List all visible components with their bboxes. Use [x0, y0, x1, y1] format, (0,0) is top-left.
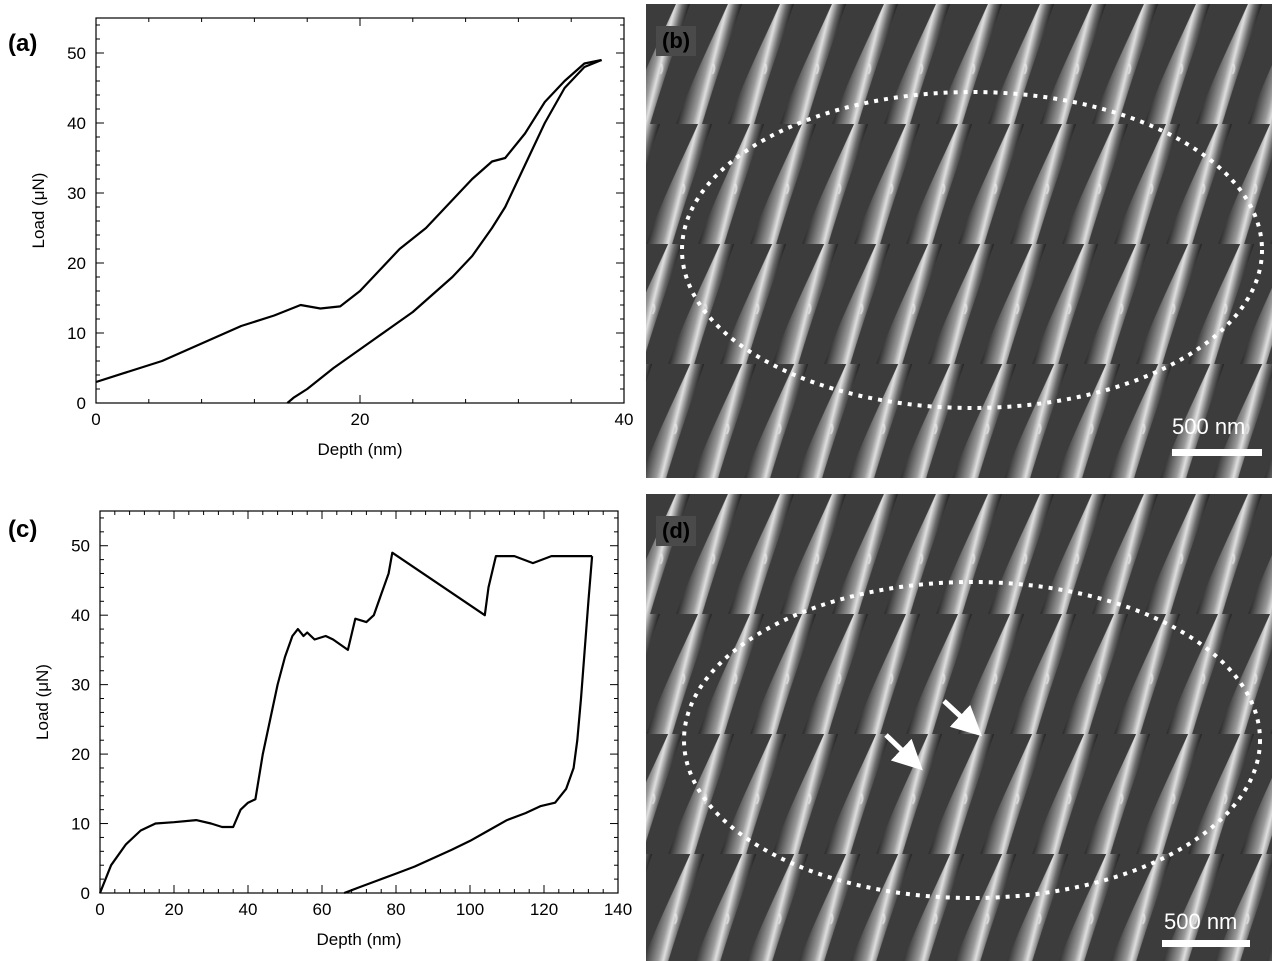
scalebar-label-d: 500 nm [1164, 909, 1238, 934]
x-tick-label: 20 [351, 410, 370, 429]
y-tick-label: 40 [71, 606, 90, 625]
x-tick-label: 0 [95, 900, 104, 919]
x-tick-label: 0 [91, 410, 100, 429]
x-tick-label: 80 [387, 900, 406, 919]
highlight-ellipse-d [682, 580, 1262, 900]
scalebar-b [1172, 449, 1262, 456]
series-line-2 [343, 556, 594, 895]
y-tick-label: 10 [71, 815, 90, 834]
nanopillar-texture-b [646, 4, 1272, 478]
scalebar-d [1162, 940, 1250, 947]
sem-image-b: (b) 500 nm [646, 4, 1272, 478]
panel-label-a: (a) [8, 30, 38, 57]
scalebar-label-b: 500 nm [1172, 414, 1246, 439]
y-tick-label: 0 [81, 884, 90, 903]
highlight-ellipse-b [680, 90, 1264, 410]
sem-image-d: (d) 500 nm [646, 494, 1272, 961]
y-tick-label: 30 [71, 676, 90, 695]
x-tick-label: 60 [313, 900, 332, 919]
x-tick-label: 40 [615, 410, 634, 429]
nanopillar-texture-d [646, 494, 1272, 961]
plot-frame [99, 510, 619, 894]
arrow-2 [884, 733, 923, 771]
y-tick-label: 30 [67, 184, 86, 203]
x-axis-label: Depth (nm) [316, 930, 401, 949]
x-axis-label: Depth (nm) [317, 440, 402, 459]
sem-label-d: (d) [656, 516, 697, 546]
x-tick-label: 40 [239, 900, 258, 919]
chart-c: 0 20 40 60 80 100 120 140 0 10 20 30 40 50 Depth (nm) L… [33, 510, 632, 949]
y-tick-label: 50 [67, 44, 86, 63]
y-axis-label: Load (μN) [29, 173, 48, 249]
x-tick-label: 120 [530, 900, 558, 919]
y-tick-label: 50 [71, 537, 90, 556]
x-tick-label: 140 [604, 900, 632, 919]
series-line-1 [95, 58, 602, 384]
y-tick-label: 20 [71, 745, 90, 764]
y-axis-label: Load (μN) [33, 664, 52, 740]
panel-label-c: (c) [8, 516, 38, 543]
y-tick-label: 20 [67, 254, 86, 273]
sem-label-b: (b) [656, 26, 697, 56]
plot-frame [95, 17, 625, 404]
x-tick-label: 100 [456, 900, 484, 919]
x-tick-label: 20 [165, 900, 184, 919]
arrow-1 [942, 699, 983, 737]
y-tick-label: 40 [67, 114, 86, 133]
y-tick-label: 0 [77, 394, 86, 413]
series-line-1 [98, 551, 593, 894]
series-line-2 [286, 58, 603, 404]
chart-a: 0 20 40 0 10 20 30 40 50 Depth (nm) Load (μN) [29, 17, 634, 459]
y-tick-label: 10 [67, 324, 86, 343]
